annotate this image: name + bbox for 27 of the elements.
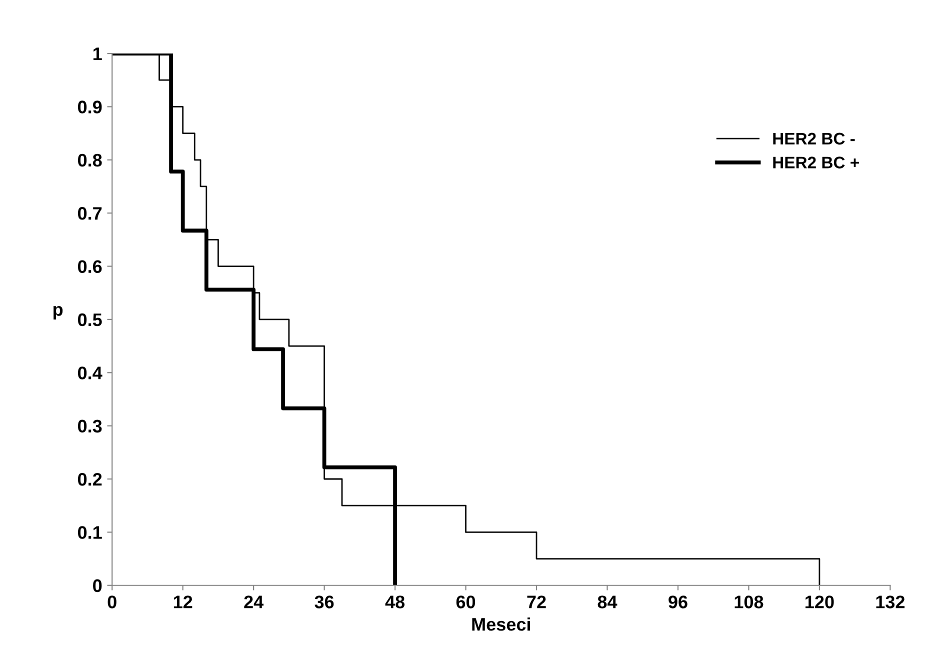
y-tick-label: 1 [93,48,102,60]
x-tick-label: 120 [806,596,834,608]
x-tick-label: 24 [244,596,264,608]
x-tick-label: 96 [668,596,688,608]
x-tick-label: 48 [385,596,405,608]
legend-label: HER2 BC - [773,132,855,145]
x-tick-label: 12 [174,596,192,608]
y-tick-label: 0.2 [78,472,102,486]
x-tick-label: 132 [876,596,905,608]
y-tick-label: 0.6 [78,260,102,273]
x-tick-label: 0 [108,596,116,608]
y-tick-label: 0.3 [78,420,102,433]
y-tick-label: 0.1 [78,526,102,539]
y-tick-label: 0.7 [78,207,102,220]
legend-label: HER2 BC + [773,156,859,168]
x-tick-label: 72 [527,596,546,608]
y-tick-label: 0.4 [78,366,102,380]
y-tick-label: 0.9 [78,100,102,114]
y-tick-label: 0.5 [78,313,102,326]
y-tick-label: 0.8 [78,154,102,167]
x-tick-label: 84 [598,596,618,608]
y-tick-label: 0 [93,579,102,592]
x-axis-title: Meseci [472,617,530,631]
x-tick-label: 60 [456,596,476,608]
x-tick-label: 108 [734,596,764,608]
y-axis-title: p [54,306,63,320]
x-tick-label: 36 [314,596,334,608]
